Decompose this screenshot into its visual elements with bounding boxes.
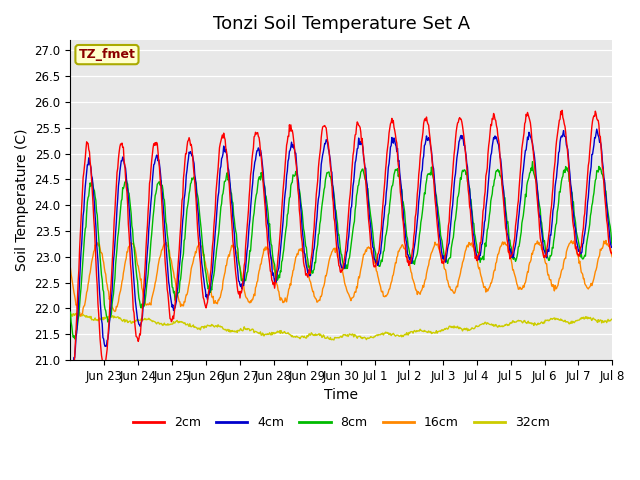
Legend: 2cm, 4cm, 8cm, 16cm, 32cm: 2cm, 4cm, 8cm, 16cm, 32cm	[128, 411, 555, 434]
X-axis label: Time: Time	[324, 388, 358, 402]
Text: TZ_fmet: TZ_fmet	[79, 48, 136, 61]
Title: Tonzi Soil Temperature Set A: Tonzi Soil Temperature Set A	[212, 15, 470, 33]
Y-axis label: Soil Temperature (C): Soil Temperature (C)	[15, 129, 29, 271]
